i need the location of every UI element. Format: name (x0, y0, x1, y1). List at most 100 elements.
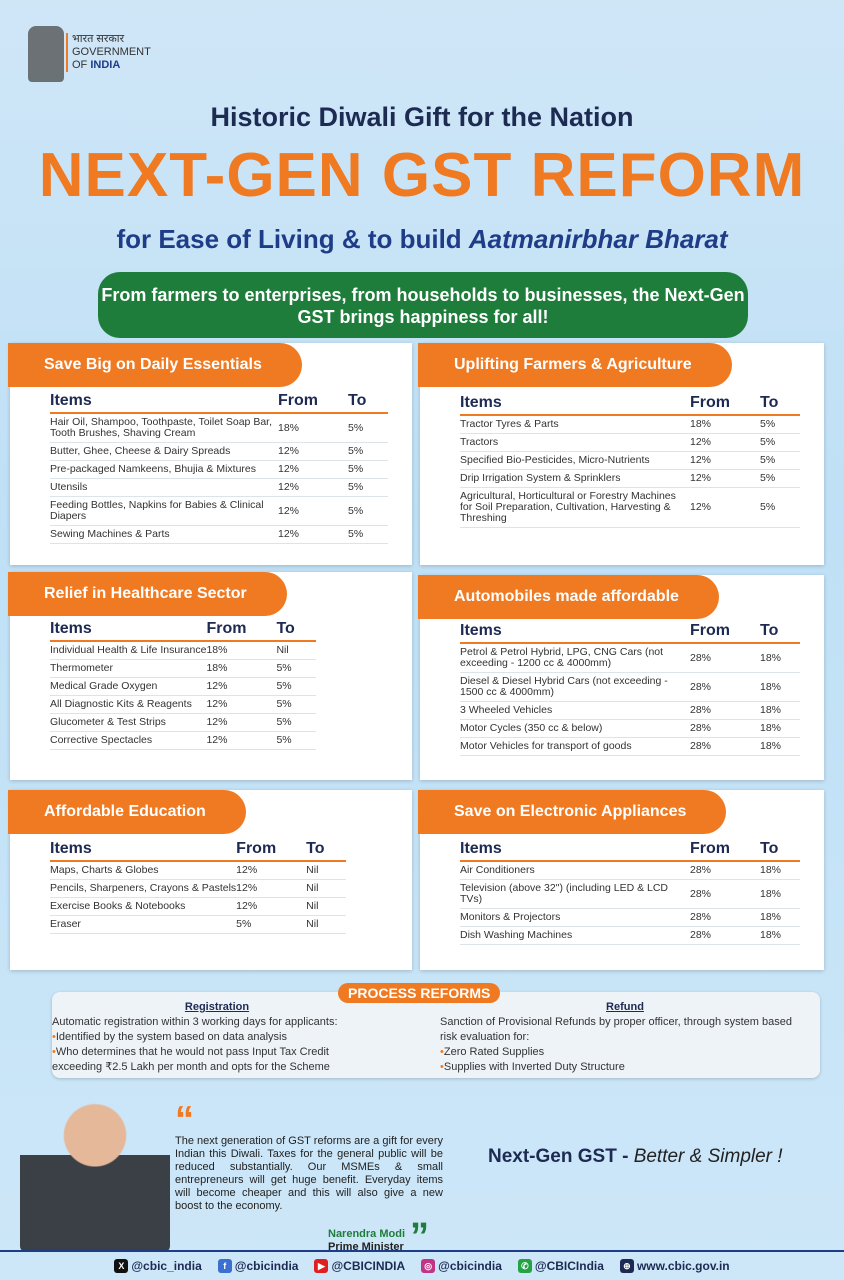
social-link[interactable]: ▶ @CBICINDIA (314, 1259, 405, 1274)
social-handle: @CBICINDIA (331, 1258, 406, 1273)
india-label: INDIA (90, 59, 121, 71)
rate-from: 28% (690, 701, 760, 720)
registration-section: Registration Automatic registration with… (52, 1000, 382, 1075)
table-row: Sewing Machines & Parts 12% 5% (50, 525, 388, 544)
refund-point: •Zero Rated Supplies (440, 1046, 545, 1058)
registration-point: •Identified by the system based on data … (52, 1031, 287, 1043)
rate-to: 5% (348, 478, 388, 497)
item-name: Eraser (50, 915, 237, 934)
table-row: Glucometer & Test Strips 12% 5% (50, 713, 317, 732)
rate-from: 12% (236, 861, 307, 880)
rate-to: 5% (348, 496, 388, 526)
table-row: Maps, Charts & Globes 12% Nil (50, 861, 347, 880)
rate-to: Nil (276, 641, 317, 660)
banner: From farmers to enterprises, from househ… (98, 272, 748, 338)
rate-from: 28% (690, 643, 760, 673)
col-to: To (348, 392, 388, 414)
table-row: Television (above 32") (including LED & … (460, 879, 800, 909)
item-name: Butter, Ghee, Cheese & Dairy Spreads (50, 442, 278, 461)
quote-text: The next generation of GST reforms are a… (175, 1135, 443, 1212)
col-items: Items (460, 840, 690, 862)
item-name: Monitors & Projectors (460, 908, 690, 927)
social-link[interactable]: ✆ @CBICIndia (517, 1258, 604, 1274)
table-row: Diesel & Diesel Hybrid Cars (not exceedi… (460, 672, 800, 702)
rate-to: 5% (760, 487, 800, 528)
col-to: To (760, 840, 800, 862)
col-from: From (278, 392, 348, 414)
table-row: Specified Bio-Pesticides, Micro-Nutrient… (460, 451, 800, 470)
panel-title: Save on Electronic Appliances (418, 790, 727, 834)
rate-table: Items From To Tractor Tyres & Parts 18% 5% Tra… (460, 394, 800, 528)
rate-from: 28% (690, 926, 760, 945)
item-name: Sewing Machines & Parts (50, 525, 278, 544)
rate-from: 18% (690, 415, 760, 434)
rate-from: 18% (278, 413, 348, 443)
col-items: Items (460, 394, 690, 416)
rate-to: 5% (276, 713, 317, 732)
col-from: From (236, 840, 307, 862)
item-name: Individual Health & Life Insurance (50, 641, 207, 660)
social-handle: www.cbic.gov.in (636, 1258, 730, 1273)
x-icon: X (114, 1259, 129, 1274)
col-to: To (760, 394, 800, 416)
gov-label: GOVERNMENT (72, 46, 151, 58)
rate-to: 18% (760, 701, 800, 720)
table-row: Tractors 12% 5% (460, 433, 800, 452)
social-link[interactable]: ◎ @cbicindia (421, 1259, 502, 1274)
table-row: Motor Vehicles for transport of goods 28%… (460, 737, 800, 756)
rate-from: 12% (236, 897, 307, 916)
item-name: Feeding Bottles, Napkins for Babies & Cl… (50, 496, 278, 526)
rate-from: 28% (690, 879, 760, 909)
rate-from: 12% (278, 496, 348, 526)
government-of-india-logo: भारत सरकार GOVERNMENT OF INDIA (66, 33, 151, 72)
rate-table: Items From To Hair Oil, Shampoo, Toothpaste… (50, 392, 388, 544)
table-row: Pencils, Sharpeners, Crayons & Pastels 12… (50, 879, 347, 898)
social-link[interactable]: X @cbic_india (114, 1259, 202, 1274)
table-row: Utensils 12% 5% (50, 478, 388, 497)
item-name: Diesel & Diesel Hybrid Cars (not exceedi… (460, 672, 690, 702)
rate-to: 5% (276, 731, 317, 750)
table-row: Eraser 5% Nil (50, 915, 347, 934)
table-row: Tractor Tyres & Parts 18% 5% (460, 415, 800, 434)
rate-table: Items From To Petrol & Petrol Hybrid, LPG, … (460, 622, 800, 756)
item-name: Glucometer & Test Strips (50, 713, 207, 732)
item-name: Corrective Spectacles (50, 731, 207, 750)
table-row: Exercise Books & Notebooks 12% Nil (50, 897, 347, 916)
hindi-label: भारत सरकार (72, 33, 125, 45)
rate-from: 12% (206, 713, 277, 732)
table-row: Petrol & Petrol Hybrid, LPG, CNG Cars (n… (460, 643, 800, 673)
registration-point: •Who determines that he would not pass I… (52, 1046, 330, 1073)
item-name: Petrol & Petrol Hybrid, LPG, CNG Cars (n… (460, 643, 690, 673)
tagline: Next-Gen GST - Better & Simpler ! (488, 1146, 783, 1168)
refund-section: Refund Sanction of Provisional Refunds b… (440, 1000, 810, 1075)
table-row: Pre-packaged Namkeens, Bhujia & Mixtures… (50, 460, 388, 479)
item-name: Medical Grade Oxygen (50, 677, 207, 696)
rate-to: 18% (760, 643, 800, 673)
item-name: Dish Washing Machines (460, 926, 690, 945)
social-link[interactable]: f @cbicindia (217, 1259, 298, 1274)
quote-name: Narendra Modi (328, 1228, 406, 1240)
social-link[interactable]: ⊕ www.cbic.gov.in (619, 1258, 730, 1274)
social-handle: @CBICIndia (534, 1258, 604, 1273)
facebook-icon: f (217, 1259, 232, 1274)
table-row: Hair Oil, Shampoo, Toothpaste, Toilet So… (50, 413, 388, 443)
item-name: 3 Wheeled Vehicles (460, 701, 690, 720)
social-footer: X @cbic_india f @cbicindia ▶ @CBICINDIA ◎ @cbic… (0, 1250, 844, 1280)
rate-to: Nil (306, 861, 347, 880)
col-items: Items (50, 620, 207, 642)
col-from: From (690, 622, 760, 644)
social-handle: @cbicindia (438, 1258, 502, 1273)
rate-from: 12% (690, 487, 760, 528)
table-row: Feeding Bottles, Napkins for Babies & Cl… (50, 496, 388, 526)
rate-to: 5% (760, 415, 800, 434)
subtitle-emphasis: Aatmanirbhar Bharat (468, 224, 728, 254)
instagram-icon: ◎ (421, 1259, 436, 1274)
rate-from: 12% (690, 451, 760, 470)
rate-to: 5% (760, 451, 800, 470)
panel-title: Relief in Healthcare Sector (8, 572, 287, 616)
tagline-italic: Better & Simpler ! (633, 1146, 783, 1167)
col-items: Items (460, 622, 690, 644)
item-name: Thermometer (50, 659, 207, 678)
rate-from: 28% (690, 861, 760, 880)
item-name: Air Conditioners (460, 861, 690, 880)
